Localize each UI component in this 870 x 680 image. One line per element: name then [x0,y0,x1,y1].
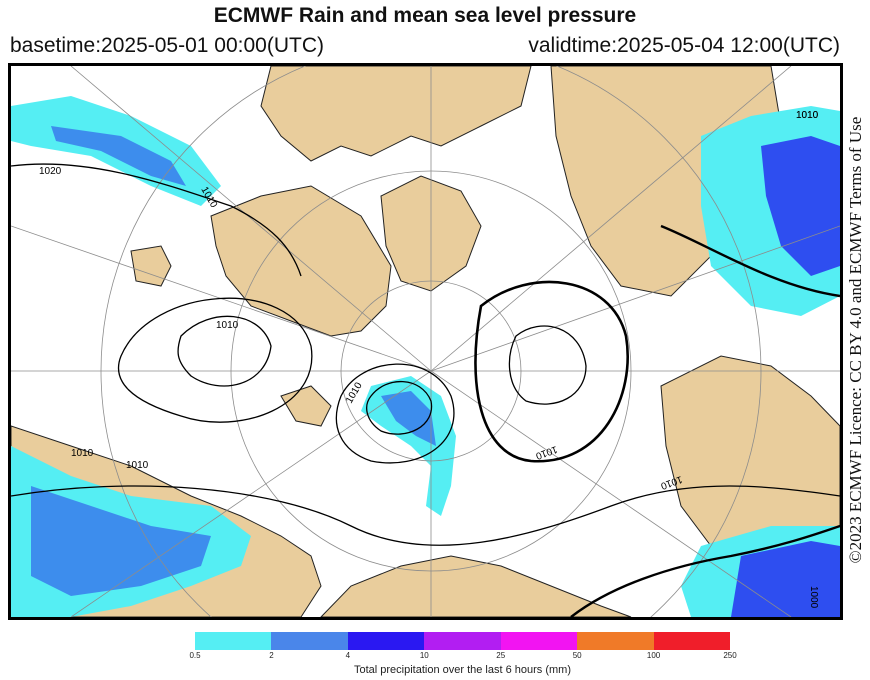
chart-title: ECMWF Rain and mean sea level pressure [213,4,637,27]
legend-tick: 0.5 [189,651,201,660]
legend-tick: 4 [345,651,351,660]
isobar-label: 1010 [344,380,365,405]
isobar-east-1010 [660,224,840,298]
isobar-south-bold [570,524,840,617]
forecast-map: 1020 1010 1010 1010 1010 1010 1010 1010 … [8,63,843,620]
land-norway-coast [280,385,332,427]
legend-swatch [195,632,272,650]
precip-area-northeast-core [761,136,840,276]
land-svalbard [130,245,172,287]
isobar-layer [11,163,840,617]
legend-tick: 25 [496,651,506,660]
legend-swatch [271,632,348,650]
precip-area-southwest-core [31,486,211,596]
precip-area-cyclone-core [381,391,436,446]
isobar-south-long [11,485,840,546]
precip-area-cyclone [361,376,456,516]
isobar-label: 1010 [71,448,94,459]
isobar-1020 [11,163,302,277]
precip-area-northwest-core [51,126,186,186]
isobar-label: 1020 [39,166,62,177]
legend-tick: 2 [269,651,274,660]
legend-tick: 100 [646,651,661,660]
legend-tick: 250 [723,651,737,660]
basetime-label: basetime:2025-05-01 00:00(UTC) [10,34,324,57]
legend-swatch [424,632,501,650]
isobar-label: 1010 [216,320,239,331]
isobar-label: 1010 [796,110,819,121]
licence-text: ©2023 ECMWF Licence: CC BY 4.0 and ECMWF… [846,116,865,564]
legend-swatch [347,632,425,650]
legend-caption: Total precipitation over the last 6 hour… [353,664,572,676]
isobar-west-1010 [177,315,272,387]
validtime-label: validtime:2025-05-04 12:00(UTC) [528,34,840,57]
land-canadian-archipelago [260,66,532,162]
isobar-west-outer [117,297,313,423]
legend-tick: 50 [572,651,582,660]
land-russia-north [320,555,632,617]
isobar-central-low [474,280,629,463]
isobar-label: 1010 [796,110,819,121]
legend-ticks: 0.5 2 4 10 25 50 100 250 [189,651,736,663]
precip-color-legend [195,632,730,650]
isobar-label: 1000 [808,586,819,609]
legend-swatch [577,632,654,650]
isobar-central-inner [508,325,587,405]
legend-tick: 10 [419,651,429,660]
legend-swatch [500,632,578,650]
isobar-cyclone-inner [366,380,433,435]
legend-swatch [653,632,730,650]
precip-area-southeast-core [731,541,840,617]
isobar-label: 1010 [126,460,149,471]
isobar-cyclone-outer [335,363,455,464]
